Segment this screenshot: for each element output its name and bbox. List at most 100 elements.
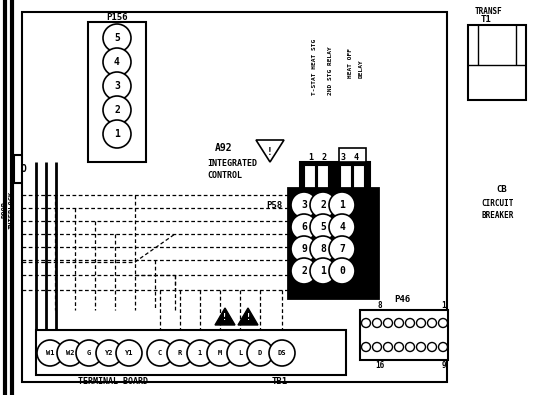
- Text: 5: 5: [320, 222, 326, 232]
- Circle shape: [116, 340, 142, 366]
- Bar: [304, 165, 315, 189]
- Circle shape: [394, 342, 403, 352]
- Text: 3: 3: [114, 81, 120, 91]
- Circle shape: [227, 340, 253, 366]
- Circle shape: [291, 214, 317, 240]
- Circle shape: [428, 318, 437, 327]
- Circle shape: [103, 24, 131, 52]
- Text: P58: P58: [266, 201, 282, 209]
- Text: DELAY: DELAY: [358, 59, 363, 78]
- Text: M: M: [218, 350, 222, 356]
- Circle shape: [207, 340, 233, 366]
- Text: D: D: [258, 350, 262, 356]
- Text: C: C: [158, 350, 162, 356]
- Polygon shape: [238, 308, 258, 325]
- Text: W1: W1: [46, 350, 54, 356]
- Circle shape: [103, 96, 131, 124]
- Text: 1: 1: [198, 350, 202, 356]
- Text: CONTROL: CONTROL: [207, 171, 242, 179]
- Text: 3: 3: [301, 200, 307, 210]
- Text: 4: 4: [114, 57, 120, 67]
- Circle shape: [439, 318, 448, 327]
- Circle shape: [394, 318, 403, 327]
- Bar: [360, 310, 448, 360]
- Circle shape: [406, 342, 414, 352]
- Circle shape: [383, 318, 392, 327]
- Text: 4: 4: [339, 222, 345, 232]
- Bar: [288, 188, 378, 298]
- Bar: [88, 22, 146, 162]
- Circle shape: [103, 72, 131, 100]
- Circle shape: [247, 340, 273, 366]
- Text: T-STAT HEAT STG: T-STAT HEAT STG: [312, 39, 317, 95]
- Text: 5: 5: [114, 33, 120, 43]
- Text: !: !: [245, 314, 250, 322]
- Circle shape: [329, 236, 355, 262]
- Text: R: R: [178, 350, 182, 356]
- Circle shape: [291, 236, 317, 262]
- Text: L: L: [238, 350, 242, 356]
- Circle shape: [310, 236, 336, 262]
- Text: 4: 4: [353, 152, 358, 162]
- Text: Y1: Y1: [125, 350, 134, 356]
- Text: 6: 6: [301, 222, 307, 232]
- Text: 2: 2: [114, 105, 120, 115]
- Text: TERMINAL BOARD: TERMINAL BOARD: [78, 376, 148, 386]
- Bar: [14, 155, 34, 183]
- Text: A92: A92: [215, 143, 233, 153]
- Bar: [339, 148, 366, 162]
- Text: 0: 0: [339, 266, 345, 276]
- Text: W2: W2: [66, 350, 74, 356]
- Polygon shape: [215, 308, 235, 325]
- Text: INTEGRATED: INTEGRATED: [207, 158, 257, 167]
- Text: Y2: Y2: [105, 350, 113, 356]
- Circle shape: [76, 340, 102, 366]
- Text: CIRCUIT: CIRCUIT: [482, 199, 514, 209]
- Circle shape: [417, 318, 425, 327]
- Circle shape: [291, 258, 317, 284]
- Text: 1: 1: [114, 129, 120, 139]
- Circle shape: [269, 340, 295, 366]
- Circle shape: [329, 214, 355, 240]
- Text: 8: 8: [378, 301, 382, 310]
- Text: TRANSF: TRANSF: [475, 8, 502, 17]
- Circle shape: [96, 340, 122, 366]
- Text: 2: 2: [301, 266, 307, 276]
- Bar: [36, 330, 346, 375]
- Text: 8: 8: [320, 244, 326, 254]
- Bar: [340, 165, 351, 189]
- Text: BREAKER: BREAKER: [482, 211, 514, 220]
- Text: !: !: [223, 314, 228, 322]
- Circle shape: [103, 48, 131, 76]
- Circle shape: [329, 258, 355, 284]
- Text: T1: T1: [481, 15, 492, 23]
- Bar: [468, 25, 526, 100]
- Text: 1: 1: [339, 200, 345, 210]
- Circle shape: [310, 192, 336, 218]
- Bar: [22, 12, 447, 382]
- Circle shape: [57, 340, 83, 366]
- Bar: [353, 165, 364, 189]
- Text: 7: 7: [339, 244, 345, 254]
- Circle shape: [362, 318, 371, 327]
- Text: DS: DS: [278, 350, 286, 356]
- Text: 1: 1: [442, 301, 447, 310]
- Circle shape: [310, 214, 336, 240]
- Text: CB: CB: [496, 186, 507, 194]
- Circle shape: [417, 342, 425, 352]
- Text: DOOR
INTERLOCK: DOOR INTERLOCK: [2, 191, 14, 229]
- Bar: [300, 162, 370, 192]
- Circle shape: [439, 342, 448, 352]
- Text: 1: 1: [309, 152, 314, 162]
- Text: 9: 9: [301, 244, 307, 254]
- Text: 16: 16: [376, 361, 384, 369]
- Circle shape: [37, 340, 63, 366]
- Text: HEAT OFF: HEAT OFF: [347, 48, 352, 78]
- Text: 3: 3: [341, 152, 346, 162]
- Circle shape: [406, 318, 414, 327]
- Circle shape: [147, 340, 173, 366]
- Text: P156: P156: [106, 13, 128, 23]
- Text: 2: 2: [320, 200, 326, 210]
- Text: 2: 2: [321, 152, 326, 162]
- Text: 9: 9: [442, 361, 447, 369]
